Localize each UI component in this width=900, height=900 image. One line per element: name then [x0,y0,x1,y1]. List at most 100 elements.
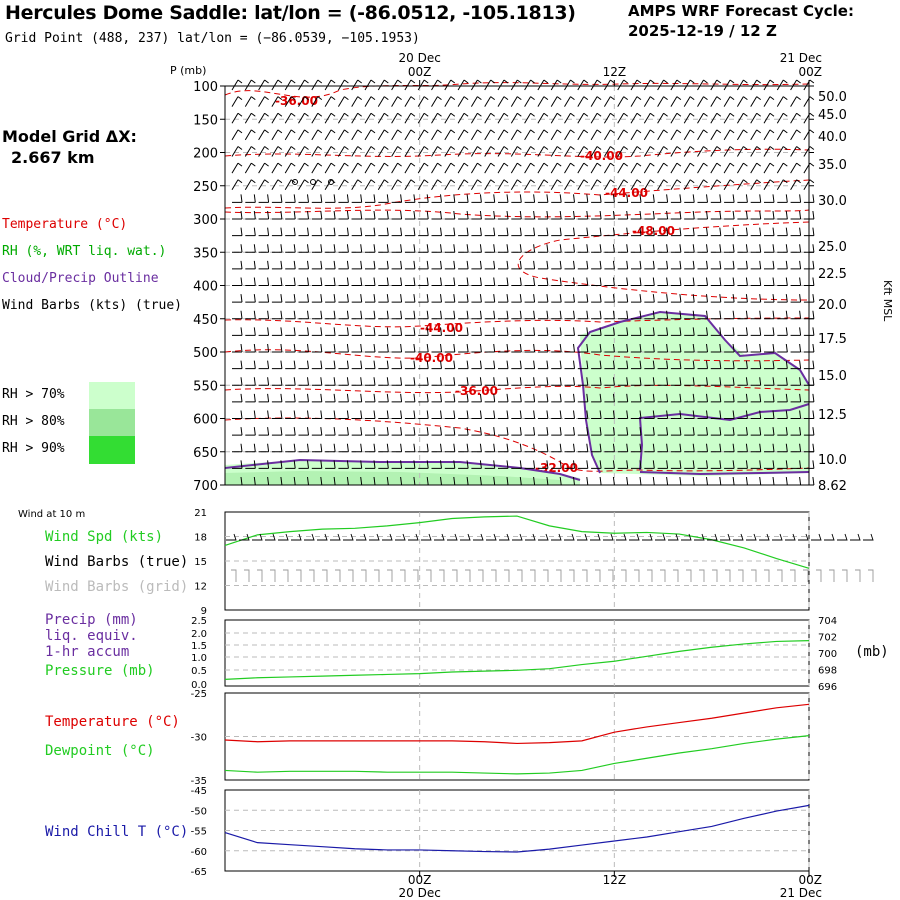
wind-barb [510,162,522,174]
wind-barb [498,227,509,237]
wind-barb [325,343,336,353]
wind-barb-grid [712,569,718,582]
wind-barb [631,310,642,320]
temperature-contour [224,209,810,218]
wind-barb [498,210,509,220]
wind-barb [737,327,748,336]
wind-barb [603,129,615,141]
wind-barb [577,410,589,419]
wind-barb [764,460,775,469]
wind-barb [471,410,482,419]
wind-barb-true [577,533,588,541]
wind-barb [710,377,722,386]
wind-barb [524,294,536,303]
wind-barb [670,79,682,91]
wind-barb [377,96,389,107]
wind-barb [404,294,416,303]
wind-barb [391,427,403,436]
wind-barb [511,443,522,453]
wind-barb [444,393,456,403]
wind-barb [604,310,615,320]
wind-barb [377,179,389,191]
calm-wind-marker [292,179,298,185]
wind-barb [790,96,801,107]
wind-barb [724,443,735,453]
height-tick-label: 10.0 [818,453,847,468]
wind-barb [670,294,682,303]
wind-barb-grid [738,569,744,582]
wind-barb [591,210,602,220]
wind-barb [444,327,456,336]
wind-barb [723,112,735,124]
wind-barb [511,294,522,303]
wind-barb [484,410,496,419]
wind-barb [564,79,575,91]
wind-barb [644,327,655,336]
wind-barb [564,294,575,303]
wind-barb [444,260,456,270]
wind-barb [790,260,802,270]
wind-barb [377,162,389,174]
wind-barb [750,360,762,370]
wind-barb [724,460,735,469]
wind-barb [471,343,482,353]
wind-barb [245,260,256,270]
wind-barb-true [538,533,549,541]
wind-barb [551,227,562,237]
wind-barb [537,360,549,370]
wind-barb-true [824,533,835,541]
wind-barb [484,343,496,353]
wind-barb [338,410,349,419]
height-tick-label: 35.0 [818,158,847,173]
wind-barb [471,294,482,303]
wind-barb [776,79,788,91]
yaxis-label: P (mb) [170,64,206,77]
accum-label: 1-hr accum [45,644,130,660]
wind-barb-grid [244,569,250,582]
wind-barb [471,377,482,386]
wind-barb [603,146,615,157]
wind-barb [444,427,456,436]
wind-barb [244,96,256,107]
legend-swatch-rh80 [89,409,135,436]
wind-barb [511,194,522,203]
wind-barb [431,460,442,469]
wind-barb [311,244,323,253]
wind-barb [750,476,762,486]
wind-barb [311,129,323,141]
wind-barb [777,427,788,436]
wind-barb [697,427,708,436]
wind-barb [604,377,615,386]
wind-barb [537,294,549,303]
wind-barb [364,179,376,191]
wind-barb [724,277,735,286]
wind-barb [325,310,336,320]
wind-barb [391,210,403,220]
wind-barb [657,443,669,453]
wind-barb [737,227,748,237]
wind-barb-grid [608,569,614,582]
wind-barb [325,260,336,270]
wind-barb [458,410,469,419]
wind-barb [245,377,256,386]
wind-barb [378,210,389,220]
cloud-outline [224,458,810,481]
wind-barb [271,294,283,303]
wind-barb [404,227,416,237]
wind-barb [244,79,256,91]
wind-barb [684,294,695,303]
wind-barb [750,210,762,220]
wind-barb [471,277,482,286]
wind-barb [644,244,655,253]
wind-barb [378,194,389,203]
wind-barb [418,427,429,436]
wind-barb [564,129,575,141]
wind-barb [484,360,496,370]
wind-barb [750,294,762,303]
wind-barb [338,244,349,253]
wind-barb [271,327,283,336]
legend-temperature: Temperature (°C) [2,217,128,232]
wind-barb-grid [387,569,393,582]
series-line [224,703,810,745]
wind-barb [311,443,323,453]
